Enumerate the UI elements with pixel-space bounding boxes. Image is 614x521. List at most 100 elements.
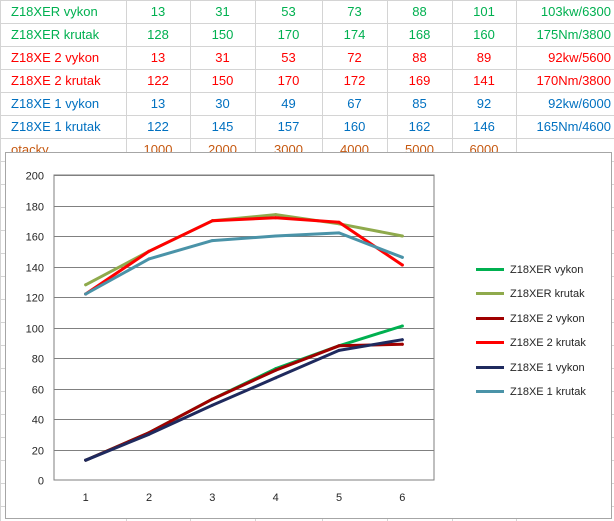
- legend-swatch: [476, 316, 504, 320]
- table-cell[interactable]: 122: [147, 73, 169, 88]
- data-point: [400, 263, 404, 267]
- table-cell[interactable]: 150: [211, 73, 234, 88]
- data-point: [147, 432, 151, 436]
- legend-label: Z18XE 1 krutak: [510, 386, 586, 398]
- x-tick-label: 5: [336, 492, 342, 504]
- table-cell[interactable]: 170: [277, 73, 300, 88]
- x-tick-label: 2: [146, 492, 152, 504]
- table-cell[interactable]: 141: [473, 73, 495, 88]
- legend-swatch: [476, 390, 504, 393]
- data-point: [337, 220, 341, 224]
- y-tick-label: 40: [32, 415, 44, 427]
- data-point: [147, 257, 151, 261]
- legend-label: Z18XE 2 krutak: [510, 337, 586, 350]
- y-tick-label: 200: [26, 171, 44, 183]
- row-label-cell[interactable]: Z18XE 1 vykon: [11, 96, 100, 111]
- table-cell[interactable]: 49: [281, 96, 296, 111]
- table-cell[interactable]: 92kw/5600: [548, 50, 611, 65]
- y-tick-label: 120: [26, 293, 44, 305]
- data-point: [274, 376, 278, 380]
- table-cell[interactable]: 170: [277, 27, 300, 42]
- table-cell[interactable]: 174: [343, 27, 366, 42]
- x-tick-label: 3: [209, 492, 215, 504]
- table-cell[interactable]: 146: [473, 119, 495, 134]
- table-cell[interactable]: 101: [473, 4, 495, 19]
- row-label-cell[interactable]: Z18XE 2 vykon: [11, 50, 100, 65]
- table-cell[interactable]: 168: [408, 27, 431, 42]
- table-cell[interactable]: 103kw/6300: [540, 4, 611, 19]
- table-cell[interactable]: 92: [476, 96, 492, 111]
- series-line[interactable]: [84, 338, 404, 462]
- table-cell[interactable]: 165Nm/4600: [536, 119, 611, 134]
- data-point: [274, 234, 278, 238]
- data-point: [337, 344, 341, 348]
- legend-label: Z18XER vykon: [510, 264, 584, 276]
- table-cell[interactable]: 31: [215, 50, 230, 65]
- y-tick-label: 160: [26, 232, 44, 244]
- y-tick-label: 80: [32, 354, 44, 366]
- table-cell[interactable]: 145: [211, 119, 234, 134]
- table-cell[interactable]: 13: [150, 4, 166, 19]
- data-point: [84, 292, 88, 296]
- legend-label: Z18XER krutak: [510, 288, 585, 301]
- table-cell[interactable]: 88: [412, 4, 427, 19]
- table-cell[interactable]: 53: [281, 50, 296, 65]
- table-cell[interactable]: 88: [412, 50, 427, 65]
- data-point: [84, 458, 88, 462]
- table-cell[interactable]: 157: [277, 119, 300, 134]
- legend-swatch: [476, 341, 504, 345]
- table-cell[interactable]: 122: [147, 119, 169, 134]
- legend-swatch: [476, 365, 504, 369]
- chart-area[interactable]: 0 20 40 60 80 100 120 140 160 180 200 1 2 3 4 5 6 Z18XER…: [5, 152, 612, 519]
- table-cell[interactable]: 30: [215, 96, 230, 111]
- data-point: [274, 213, 278, 217]
- x-tick-label: 6: [399, 492, 405, 504]
- row-label-cell[interactable]: Z18XE 2 krutak: [11, 73, 101, 88]
- row-label-cell[interactable]: Z18XE 1 krutak: [11, 119, 101, 134]
- y-tick-label: 60: [32, 385, 44, 397]
- x-tick-label: 1: [83, 492, 89, 504]
- table-cell[interactable]: 170Nm/3800: [536, 73, 611, 88]
- table-cell[interactable]: 13: [150, 50, 166, 65]
- table-cell[interactable]: 162: [408, 119, 431, 134]
- table-cell[interactable]: 128: [147, 27, 169, 42]
- y-tick-label: 180: [26, 202, 44, 214]
- table-cell[interactable]: 85: [412, 96, 427, 111]
- table-cell[interactable]: 160: [473, 27, 495, 42]
- data-point: [210, 219, 214, 223]
- table-cell[interactable]: 160: [343, 119, 366, 134]
- x-tick-label: 4: [273, 492, 279, 504]
- table-cell[interactable]: 89: [476, 50, 492, 65]
- data-point: [400, 234, 404, 238]
- y-tick-label: 20: [32, 446, 44, 458]
- legend-swatch: [476, 268, 504, 271]
- row-label-cell[interactable]: Z18XER krutak: [11, 27, 100, 42]
- table-cell[interactable]: 175Nm/3800: [536, 27, 611, 42]
- data-point: [210, 403, 214, 407]
- legend-swatch: [476, 292, 504, 296]
- y-tick-label: 0: [38, 476, 44, 488]
- table-cell[interactable]: 169: [408, 73, 431, 88]
- series-line[interactable]: [84, 231, 404, 296]
- table-cell[interactable]: 67: [347, 96, 362, 111]
- y-tick-label: 140: [26, 263, 44, 275]
- data-point: [210, 239, 214, 243]
- row-label-cell[interactable]: Z18XER vykon: [11, 4, 98, 19]
- legend-label: Z18XE 2 vykon: [510, 312, 585, 325]
- data-point: [400, 342, 404, 346]
- table-cell[interactable]: 172: [343, 73, 366, 88]
- data-point: [400, 338, 404, 342]
- line-chart: 0 20 40 60 80 100 120 140 160 180 200 1 2 3 4 5 6: [26, 171, 435, 504]
- table-cell[interactable]: 92kw/6000: [548, 96, 611, 111]
- table-cell[interactable]: 72: [347, 50, 362, 65]
- table-cell[interactable]: 31: [215, 4, 230, 19]
- data-point: [84, 283, 88, 287]
- table-cell[interactable]: 73: [347, 4, 362, 19]
- data-point: [210, 397, 214, 401]
- data-point: [337, 348, 341, 352]
- series-line[interactable]: [84, 216, 404, 296]
- data-point: [274, 216, 278, 220]
- table-cell[interactable]: 13: [150, 96, 166, 111]
- table-cell[interactable]: 150: [211, 27, 234, 42]
- table-cell[interactable]: 53: [281, 4, 296, 19]
